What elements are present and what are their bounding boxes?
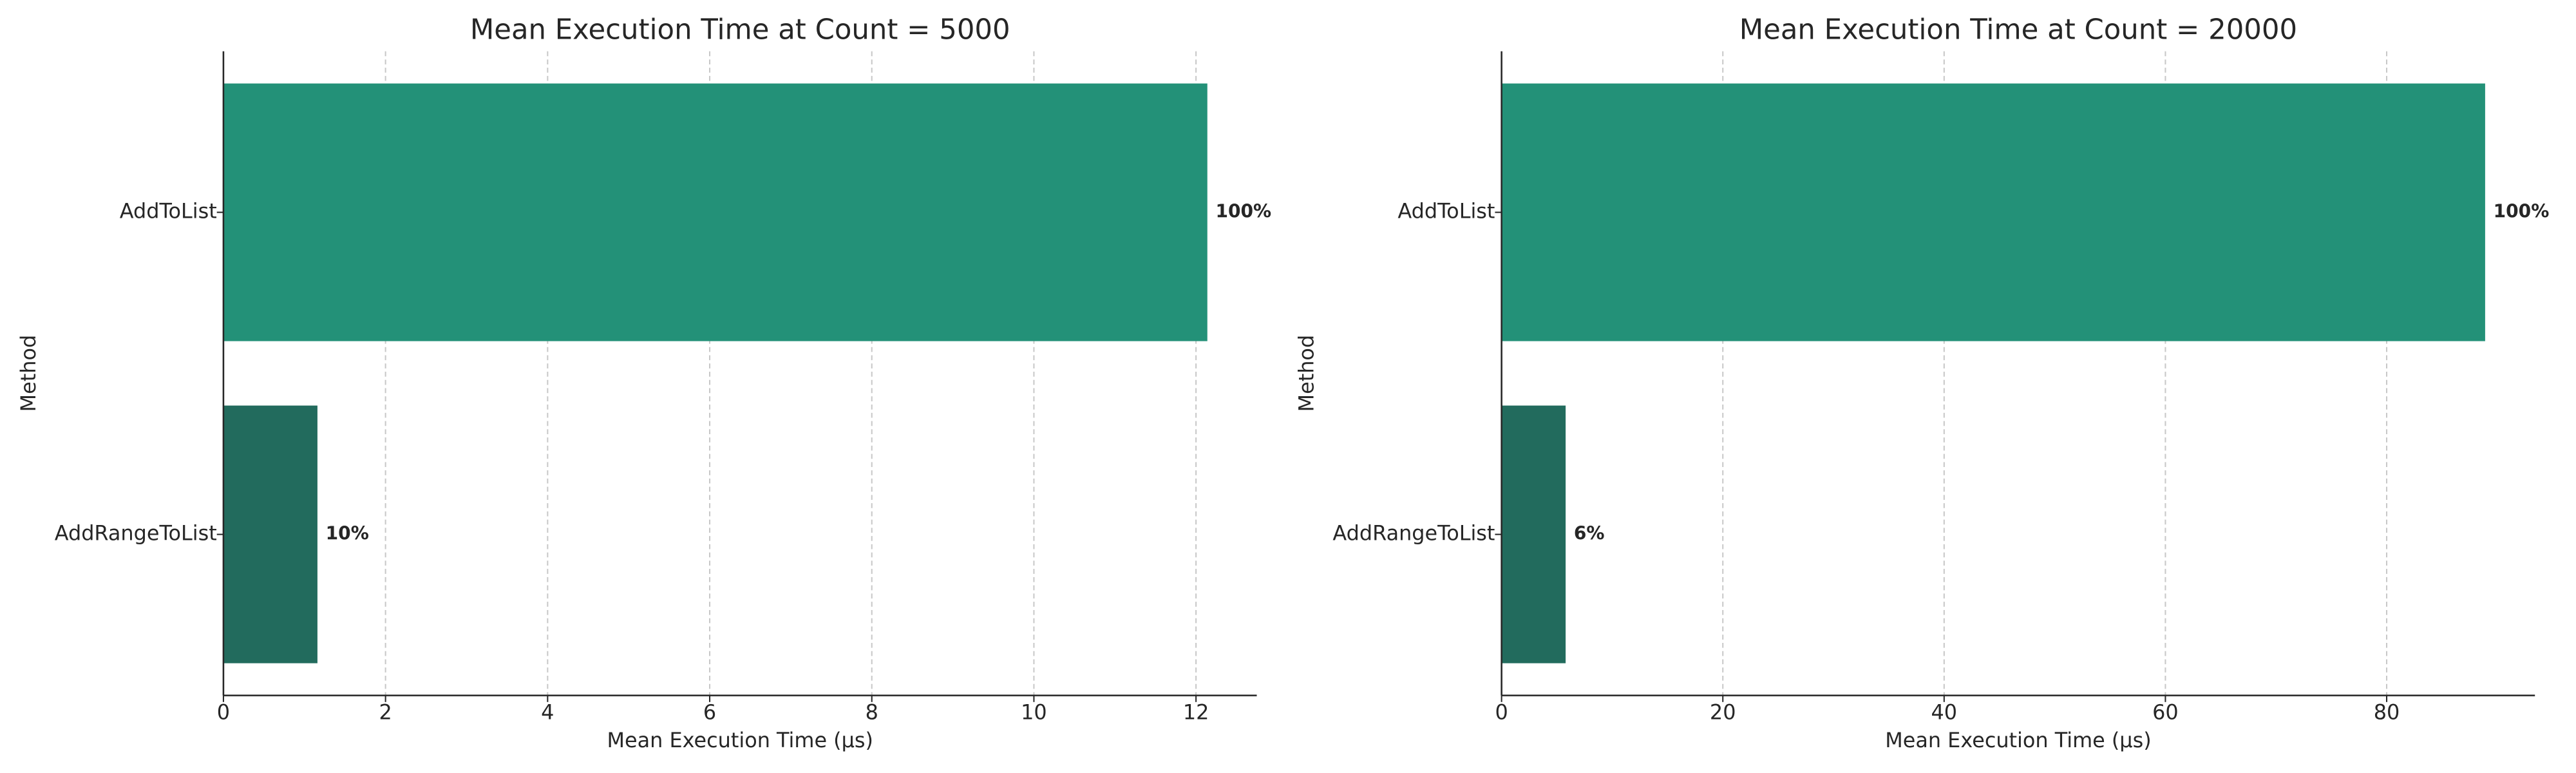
y-tick-label: AddRangeToList xyxy=(1332,521,1495,546)
y-tick-label: AddToList xyxy=(120,199,217,224)
y-tick-label: AddToList xyxy=(1397,199,1495,224)
bar-label: 100% xyxy=(1216,201,1272,222)
bar-label: 6% xyxy=(1574,523,1605,544)
chart-title: Mean Execution Time at Count = 20000 xyxy=(1739,14,2297,46)
x-tick-label: 8 xyxy=(866,700,878,725)
y-axis-label: Method xyxy=(16,335,41,412)
x-axis-label: Mean Execution Time (µs) xyxy=(1885,728,2151,752)
y-tick-label: AddRangeToList xyxy=(55,521,217,546)
x-tick-label: 60 xyxy=(2152,700,2179,725)
bar xyxy=(1501,405,1566,663)
bar xyxy=(223,83,1208,341)
x-tick-label: 4 xyxy=(541,700,554,725)
x-tick-label: 0 xyxy=(1495,700,1508,725)
x-tick-label: 40 xyxy=(1931,700,1958,725)
bar xyxy=(223,405,317,663)
x-tick-label: 80 xyxy=(2374,700,2400,725)
x-tick-label: 6 xyxy=(703,700,716,725)
bar-label: 100% xyxy=(2494,201,2550,222)
x-tick-label: 10 xyxy=(1021,700,1047,725)
y-axis-label: Method xyxy=(1294,335,1319,412)
x-axis-label: Mean Execution Time (µs) xyxy=(607,728,873,752)
bar xyxy=(1501,83,2485,341)
x-tick-label: 2 xyxy=(379,700,392,725)
x-tick-label: 20 xyxy=(1710,700,1736,725)
x-tick-label: 12 xyxy=(1183,700,1209,725)
x-tick-label: 0 xyxy=(217,700,230,725)
bar-label: 10% xyxy=(326,523,369,544)
chart-title: Mean Execution Time at Count = 5000 xyxy=(470,14,1010,46)
